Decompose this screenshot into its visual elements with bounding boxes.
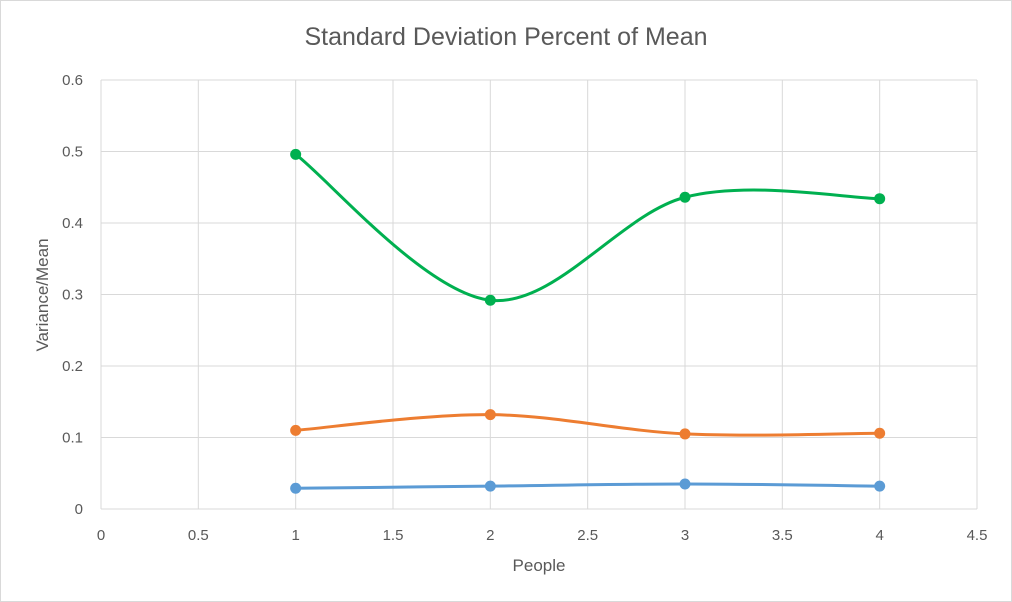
data-point xyxy=(874,480,886,492)
x-tick-label: 1.5 xyxy=(383,527,404,544)
data-point xyxy=(679,428,691,440)
series-line xyxy=(294,152,882,302)
x-tick-label: 0.5 xyxy=(188,527,209,544)
series-layer xyxy=(290,148,886,494)
data-point xyxy=(290,148,302,160)
y-axis-ticks: 0 0.1 0.2 0.3 0.4 0.5 0.6 xyxy=(62,72,83,518)
series-1 xyxy=(290,478,886,494)
x-axis-title: People xyxy=(513,556,566,575)
y-tick-label: 0.1 xyxy=(62,430,83,447)
data-point xyxy=(679,191,691,203)
series-2 xyxy=(290,409,886,440)
data-point xyxy=(484,480,496,492)
series-line xyxy=(294,482,882,490)
y-tick-label: 0.3 xyxy=(62,287,83,304)
x-tick-label: 1 xyxy=(291,527,299,544)
x-tick-label: 4.5 xyxy=(967,527,988,544)
data-point xyxy=(484,409,496,421)
y-tick-label: 0.6 xyxy=(62,72,83,89)
y-tick-label: 0.4 xyxy=(62,215,83,232)
y-axis-title: Variance/Mean xyxy=(33,238,52,351)
data-point xyxy=(290,482,302,494)
series-line xyxy=(294,413,882,437)
x-tick-label: 2 xyxy=(486,527,494,544)
data-point xyxy=(679,478,691,490)
data-point xyxy=(484,294,496,306)
series-3 xyxy=(290,148,886,306)
data-point xyxy=(874,427,886,439)
y-tick-label: 0 xyxy=(75,501,83,518)
gridlines xyxy=(100,79,978,510)
chart-title: Standard Deviation Percent of Mean xyxy=(304,23,707,51)
x-axis-ticks: 0 0.5 1 1.5 2 2.5 3 3.5 4 4.5 xyxy=(97,527,988,544)
y-tick-label: 0.5 xyxy=(62,144,83,161)
x-tick-label: 3 xyxy=(681,527,689,544)
x-tick-label: 3.5 xyxy=(772,527,793,544)
data-point xyxy=(290,424,302,436)
y-tick-label: 0.2 xyxy=(62,358,83,375)
x-tick-label: 4 xyxy=(875,527,883,544)
data-point xyxy=(874,193,886,205)
x-tick-label: 2.5 xyxy=(577,527,598,544)
x-tick-label: 0 xyxy=(97,527,105,544)
